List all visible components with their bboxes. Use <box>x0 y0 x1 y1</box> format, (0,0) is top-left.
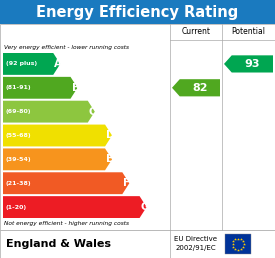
Text: Energy Efficiency Rating: Energy Efficiency Rating <box>36 4 239 20</box>
Text: 2002/91/EC: 2002/91/EC <box>176 245 216 251</box>
Bar <box>0 230 275 258</box>
Polygon shape <box>3 53 60 75</box>
Text: Very energy efficient - lower running costs: Very energy efficient - lower running co… <box>4 44 129 50</box>
Polygon shape <box>224 55 273 72</box>
Text: (21-38): (21-38) <box>6 181 32 186</box>
Text: 93: 93 <box>245 59 260 69</box>
Text: Current: Current <box>182 28 210 36</box>
Text: Potential: Potential <box>232 28 265 36</box>
Text: 82: 82 <box>192 83 208 93</box>
Bar <box>0 24 275 230</box>
Polygon shape <box>3 77 78 99</box>
Text: (1-20): (1-20) <box>6 205 27 209</box>
Text: G: G <box>141 202 149 212</box>
Text: A: A <box>54 59 62 69</box>
Text: D: D <box>106 131 115 141</box>
Polygon shape <box>3 125 112 147</box>
Text: E: E <box>106 154 113 164</box>
Polygon shape <box>3 196 147 218</box>
Polygon shape <box>3 101 95 123</box>
Text: F: F <box>123 178 130 188</box>
Text: (55-68): (55-68) <box>6 133 32 138</box>
Text: C: C <box>89 107 97 117</box>
Text: (69-80): (69-80) <box>6 109 32 114</box>
Text: (39-54): (39-54) <box>6 157 32 162</box>
Bar <box>225 234 251 254</box>
Polygon shape <box>3 148 112 170</box>
Polygon shape <box>3 172 129 194</box>
Bar <box>0 0 275 24</box>
Polygon shape <box>172 79 220 96</box>
Text: B: B <box>72 83 79 93</box>
Text: England & Wales: England & Wales <box>6 239 111 249</box>
Text: Not energy efficient - higher running costs: Not energy efficient - higher running co… <box>4 222 129 227</box>
Text: (81-91): (81-91) <box>6 85 32 90</box>
Text: EU Directive: EU Directive <box>175 236 218 242</box>
Text: (92 plus): (92 plus) <box>6 61 37 66</box>
